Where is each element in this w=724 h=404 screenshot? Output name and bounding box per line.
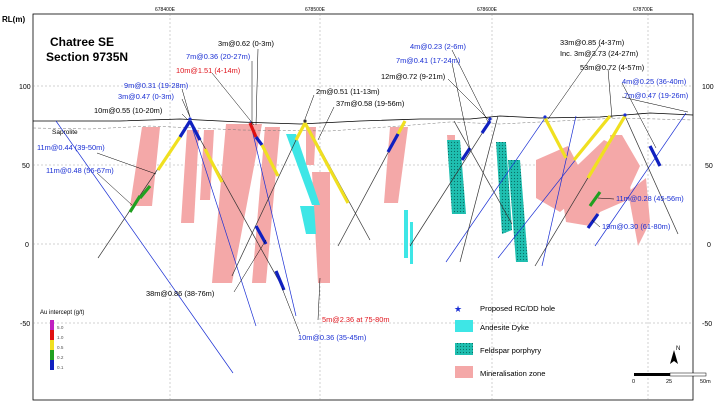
intercept-label: 11m@0.44 (39-50m) bbox=[37, 143, 105, 152]
intercept-label: 11m@0.48 (56-67m) bbox=[46, 166, 114, 175]
drill-holes bbox=[55, 112, 687, 374]
grade-value: 0.2 bbox=[57, 355, 64, 360]
grade-legend-title: Au intercept (g/t) bbox=[40, 310, 84, 316]
map-legend: ★ Proposed RC/DD hole Andesite Dyke Feld… bbox=[454, 304, 555, 378]
legend-andesite: Andesite Dyke bbox=[480, 323, 529, 332]
top-tick-678400E: 678400E bbox=[155, 7, 176, 13]
intercept-label: 4m@0.25 (36-40m) bbox=[622, 77, 686, 86]
rl-axis-label: RL(m) bbox=[2, 15, 25, 24]
collar-marks bbox=[188, 113, 627, 123]
intercept-label: 7m@0.36 (20-27m) bbox=[186, 52, 250, 61]
legend-swatch-mineralisation bbox=[455, 366, 473, 378]
proposed-hole-icon: ★ bbox=[454, 304, 462, 314]
right-tick-minus50: -50 bbox=[702, 321, 712, 328]
intercept-label: 2m@0.51 (11-13m) bbox=[316, 87, 380, 96]
intercept-label: 10m@0.55 (10-20m) bbox=[94, 106, 162, 115]
intercept-label: 12m@0.72 (9-21m) bbox=[381, 72, 445, 81]
grade-value: 5.0 bbox=[57, 325, 64, 330]
right-tick-0: 0 bbox=[707, 242, 711, 249]
saprolite-base bbox=[32, 117, 694, 132]
right-tick-50: 50 bbox=[705, 163, 713, 170]
legend-swatch-porphyry bbox=[455, 343, 473, 355]
legend-proposed-hole: Proposed RC/DD hole bbox=[480, 304, 555, 313]
leader-lines bbox=[96, 44, 689, 335]
scale-bar: 0 25 50m bbox=[632, 372, 711, 385]
top-tick-678600E: 678600E bbox=[477, 7, 498, 13]
map-frame bbox=[32, 13, 694, 401]
ground-surface bbox=[33, 112, 694, 125]
right-tick-100: 100 bbox=[702, 84, 714, 91]
section-title-line1: Chatree SE bbox=[50, 35, 114, 49]
grade-legend: Au intercept (g/t) 5.0 1.0 0.5 0.2 0.1 bbox=[40, 310, 84, 370]
intercept-label: 33m@0.85 (4-37m) bbox=[560, 38, 624, 47]
left-tick-0: 0 bbox=[25, 242, 29, 249]
left-tick-minus50: -50 bbox=[20, 321, 30, 328]
feldspar-porphyry bbox=[447, 140, 528, 262]
legend-porphyry: Feldspar porphyry bbox=[480, 346, 541, 355]
scale-label: 0 bbox=[632, 379, 635, 385]
intercept-label: 9m@0.31 (19-28m) bbox=[124, 81, 188, 90]
andesite-dykes bbox=[286, 134, 413, 264]
north-arrow-icon: N bbox=[670, 346, 680, 364]
intercept-label: 7m@0.47 (19-26m) bbox=[624, 91, 688, 100]
left-tick-100: 100 bbox=[19, 84, 31, 91]
intercept-label: Inc. 3m@3.73 (24-27m) bbox=[560, 49, 638, 58]
intercept-label: 3m@0.62 (0-3m) bbox=[218, 39, 274, 48]
scale-label: 50m bbox=[700, 379, 711, 385]
grade-value: 1.0 bbox=[57, 335, 64, 340]
top-tick-678700E: 678700E bbox=[633, 7, 654, 13]
legend-swatch-andesite bbox=[455, 320, 473, 332]
intercept-label: 3m@0.47 (0-3m) bbox=[118, 92, 174, 101]
section-title-line2: Section 9735N bbox=[46, 50, 128, 64]
intercept-label: 38m@0.86 (38-76m) bbox=[146, 289, 214, 298]
saprolite-label: Saprolite bbox=[52, 129, 78, 136]
scale-label: 25 bbox=[666, 379, 672, 385]
intercept-label: 11m@0.28 (45-56m) bbox=[616, 194, 684, 203]
intercept-label: 53m@0.72 (4-57m) bbox=[580, 63, 644, 72]
top-tick-678500E: 678500E bbox=[305, 7, 326, 13]
legend-mineralisation: Mineralisation zone bbox=[480, 369, 545, 378]
intercept-label: 37m@0.58 (19-56m) bbox=[336, 99, 404, 108]
intercept-label: 7m@0.41 (17-24m) bbox=[396, 56, 460, 65]
intercept-label: 19m@0.30 (61-80m) bbox=[602, 222, 670, 231]
left-tick-50: 50 bbox=[22, 163, 30, 170]
intercept-label: 4m@0.23 (2-6m) bbox=[410, 42, 466, 51]
grade-value: 0.1 bbox=[57, 365, 64, 370]
intercept-label: 10m@1.51 (4-14m) bbox=[176, 66, 240, 75]
north-label: N bbox=[676, 346, 680, 352]
intercept-label: 5m@2.36 at 75-80m bbox=[322, 315, 389, 324]
grade-value: 0.5 bbox=[57, 345, 64, 350]
intercept-label: 10m@0.36 (35-45m) bbox=[298, 333, 366, 342]
